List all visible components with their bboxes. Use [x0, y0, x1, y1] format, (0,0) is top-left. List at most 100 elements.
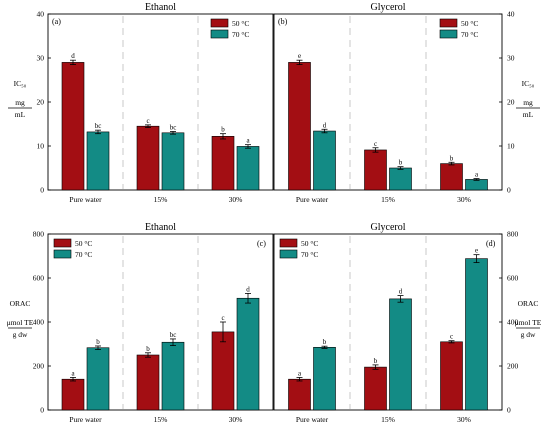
bar-50c — [61, 378, 85, 411]
bar-50c — [211, 331, 235, 411]
bar-70c — [236, 146, 260, 191]
significance-letter: b — [146, 345, 150, 353]
panel-c: 0 200 400 600 800 a b Pure water b bc 15% c d 30% Etha… — [7, 222, 274, 424]
legend-swatch-50c — [279, 238, 298, 248]
x-tick-label: Pure water — [296, 415, 329, 424]
bar-70c — [313, 346, 336, 411]
panel-label: (d) — [486, 239, 496, 248]
legend-label: 50 °C — [461, 19, 478, 28]
significance-letter: c — [221, 314, 224, 322]
significance-letter: a — [71, 369, 75, 377]
y-tick-label: 800 — [33, 230, 45, 239]
y-axis-unit-numerator: mg — [523, 98, 533, 107]
panel-label: (b) — [278, 17, 288, 26]
significance-letter: d — [399, 288, 403, 296]
y-tick-label: 600 — [33, 274, 45, 283]
bar-50c — [288, 62, 311, 191]
y-tick-label: 200 — [507, 362, 519, 371]
y-axis-unit-denominator: mL — [523, 110, 534, 119]
bar-70c — [389, 298, 412, 411]
y-tick-label: 10 — [507, 142, 515, 151]
bar-50c — [364, 366, 387, 411]
y-tick-label: 400 — [33, 318, 45, 327]
y-axis-label: IC₅₀ — [522, 79, 535, 88]
bar-70c — [161, 341, 185, 411]
legend-label: 70 °C — [75, 250, 92, 259]
x-tick-label: 15% — [381, 195, 395, 204]
significance-letter: bc — [95, 122, 102, 130]
significance-letter: b — [96, 338, 100, 346]
bar-50c — [440, 163, 463, 191]
legend-swatch-50c — [53, 238, 72, 248]
bar-70c — [86, 131, 110, 191]
y-axis-unit-numerator: mg — [15, 98, 25, 107]
significance-letter: bc — [170, 331, 177, 339]
y-axis-label: IC₅₀ — [14, 79, 27, 88]
significance-letter: c — [374, 140, 377, 148]
significance-letter: a — [475, 171, 479, 179]
y-tick-label: 0 — [40, 186, 44, 195]
y-axis-unit-denominator: g dw — [13, 330, 28, 339]
bar-70c — [86, 347, 110, 411]
chart-title: Ethanol — [145, 222, 176, 233]
y-tick-label: 30 — [507, 54, 515, 63]
y-tick-label: 800 — [507, 230, 519, 239]
legend-swatch-50c — [210, 18, 229, 28]
significance-letter: b — [323, 338, 327, 346]
panel-label: (a) — [52, 17, 61, 26]
legend-label: 70 °C — [461, 30, 478, 39]
chart-title: Glycerol — [371, 222, 406, 233]
x-tick-label: 15% — [154, 195, 168, 204]
bar-70c — [313, 130, 336, 191]
legend-swatch-50c — [439, 18, 458, 28]
y-tick-label: 30 — [37, 54, 45, 63]
significance-letter: b — [374, 357, 378, 365]
y-tick-label: 600 — [507, 274, 519, 283]
significance-letter: e — [298, 52, 301, 60]
x-tick-label: Pure water — [69, 195, 102, 204]
y-axis-label: ORAC — [518, 299, 539, 308]
y-tick-label: 0 — [507, 186, 511, 195]
significance-letter: c — [146, 117, 149, 125]
significance-letter: d — [323, 121, 327, 129]
significance-letter: d — [246, 285, 250, 293]
x-tick-label: 15% — [381, 415, 395, 424]
y-tick-label: 400 — [507, 318, 519, 327]
panel-b: 0 10 20 30 40 e d Pure water c b 15% b a 30% Glycerol (… — [273, 2, 540, 204]
significance-letter: b — [450, 154, 454, 162]
bar-50c — [61, 62, 85, 191]
chart-title: Glycerol — [371, 2, 406, 13]
bar-70c — [465, 179, 488, 191]
x-tick-label: 30% — [457, 415, 471, 424]
significance-letter: bc — [170, 123, 177, 131]
bar-70c — [161, 132, 185, 191]
legend-label: 50 °C — [232, 19, 249, 28]
y-tick-label: 20 — [37, 98, 45, 107]
y-tick-label: 20 — [507, 98, 515, 107]
y-tick-label: 40 — [37, 10, 45, 19]
bar-50c — [364, 149, 387, 191]
legend-label: 70 °C — [301, 250, 318, 259]
y-axis-label: ORAC — [10, 299, 31, 308]
y-axis-unit-denominator: g dw — [521, 330, 536, 339]
y-tick-label: 200 — [33, 362, 45, 371]
x-tick-label: 30% — [457, 195, 471, 204]
legend-swatch-70c — [279, 249, 298, 259]
significance-letter: a — [246, 137, 250, 145]
y-axis-unit-denominator: mL — [15, 110, 26, 119]
x-tick-label: 30% — [229, 415, 243, 424]
bar-70c — [236, 297, 260, 411]
bar-70c — [389, 167, 412, 191]
significance-letter: b — [221, 126, 225, 134]
y-tick-label: 40 — [507, 10, 515, 19]
x-tick-label: 30% — [229, 195, 243, 204]
legend-swatch-70c — [439, 29, 458, 39]
x-tick-label: Pure water — [296, 195, 329, 204]
legend-label: 50 °C — [301, 239, 318, 248]
significance-letter: d — [71, 52, 75, 60]
bar-50c — [136, 354, 160, 411]
significance-letter: a — [298, 369, 302, 377]
bar-50c — [136, 125, 160, 191]
panel-label: (c) — [257, 239, 266, 248]
bar-50c — [440, 341, 463, 411]
